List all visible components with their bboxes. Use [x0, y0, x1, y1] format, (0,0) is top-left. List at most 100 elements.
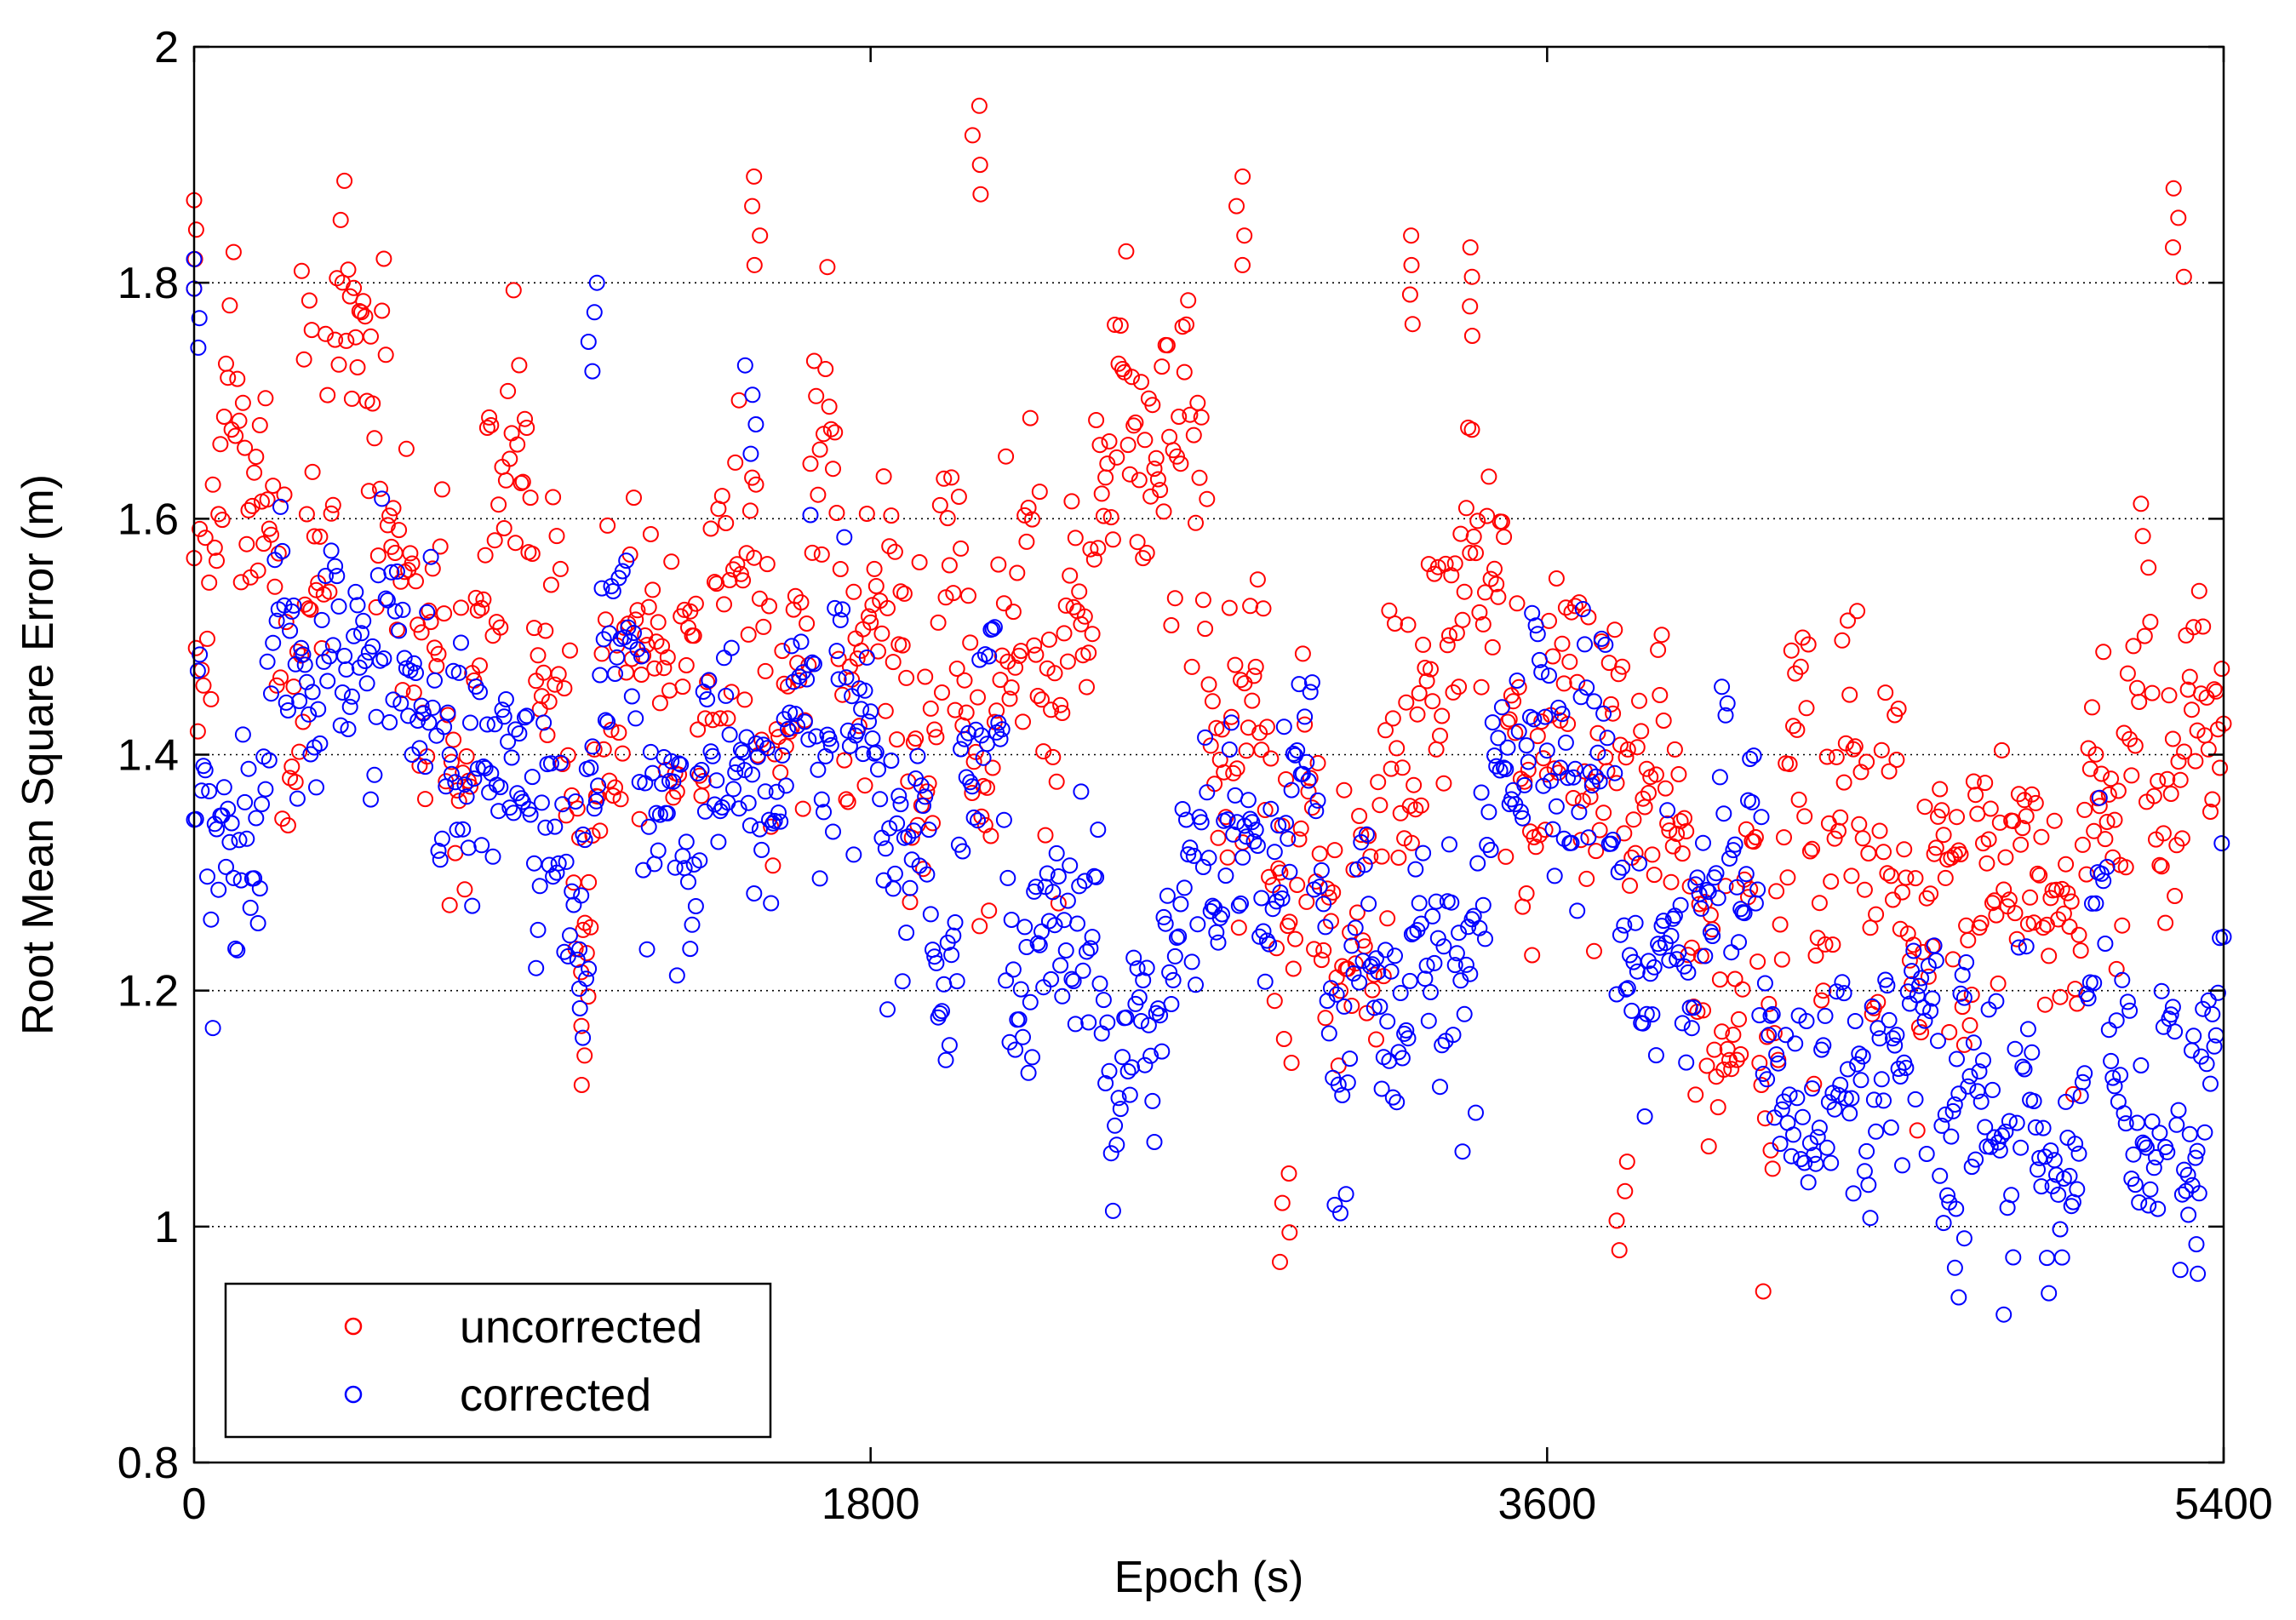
- point-uncorrected: [640, 598, 657, 615]
- point-uncorrected: [892, 583, 909, 600]
- point-corrected: [204, 1020, 221, 1037]
- point-uncorrected: [1631, 692, 1647, 709]
- point-uncorrected: [212, 436, 229, 453]
- point-corrected: [576, 832, 593, 849]
- point-corrected: [2103, 1052, 2120, 1069]
- point-uncorrected: [1306, 941, 1323, 958]
- point-uncorrected: [1056, 625, 1073, 642]
- point-uncorrected: [2176, 743, 2193, 760]
- point-uncorrected: [1037, 827, 1054, 844]
- point-uncorrected: [1625, 811, 1642, 828]
- point-corrected: [1646, 959, 1663, 976]
- point-uncorrected: [610, 724, 627, 741]
- point-corrected: [1708, 865, 1725, 882]
- extreme-point-uncorrected: [971, 157, 988, 174]
- point-uncorrected: [368, 598, 385, 615]
- point-uncorrected: [1482, 570, 1499, 587]
- point-uncorrected: [1085, 551, 1102, 568]
- point-uncorrected: [1537, 821, 1554, 839]
- point-uncorrected: [1963, 987, 1980, 1003]
- point-uncorrected: [793, 594, 810, 611]
- point-corrected: [531, 878, 548, 895]
- point-corrected: [889, 815, 906, 832]
- point-uncorrected: [965, 753, 982, 770]
- point-uncorrected: [201, 574, 218, 591]
- point-corrected: [1591, 773, 1608, 790]
- point-corrected: [1486, 747, 1503, 764]
- point-corrected: [2086, 975, 2103, 992]
- point-corrected: [2080, 990, 2097, 1007]
- point-uncorrected: [1796, 808, 1813, 825]
- point-corrected: [310, 701, 327, 718]
- point-uncorrected: [221, 297, 238, 314]
- point-uncorrected: [1785, 718, 1801, 735]
- point-uncorrected: [231, 412, 248, 429]
- point-corrected: [1366, 999, 1383, 1016]
- point-uncorrected: [441, 896, 458, 913]
- point-uncorrected: [1417, 660, 1434, 676]
- point-uncorrected: [1129, 534, 1146, 551]
- point-corrected: [1342, 1050, 1359, 1068]
- point-corrected: [1462, 965, 1479, 982]
- point-corrected: [1916, 1012, 1933, 1029]
- point-uncorrected: [424, 560, 441, 577]
- point-uncorrected: [1800, 636, 1817, 653]
- point-corrected: [2144, 1113, 2161, 1130]
- point-uncorrected: [364, 395, 381, 412]
- point-corrected: [466, 770, 483, 787]
- point-uncorrected: [1468, 545, 1484, 562]
- point-uncorrected: [1759, 1028, 1776, 1045]
- point-uncorrected: [1121, 466, 1138, 483]
- point-corrected: [257, 781, 274, 798]
- extreme-point-corrected: [744, 386, 761, 404]
- point-corrected: [1858, 1142, 1875, 1159]
- point-uncorrected: [1807, 947, 1824, 964]
- point-corrected: [1965, 1034, 1982, 1051]
- point-uncorrected: [1714, 1023, 1731, 1040]
- point-uncorrected: [1420, 556, 1437, 573]
- point-corrected: [432, 851, 449, 868]
- point-uncorrected: [1166, 590, 1183, 607]
- point-corrected: [550, 855, 567, 872]
- point-uncorrected: [690, 721, 707, 738]
- point-uncorrected: [1586, 942, 1602, 959]
- point-corrected: [2044, 1177, 2061, 1194]
- point-uncorrected: [1792, 658, 1809, 675]
- point-uncorrected: [988, 702, 1005, 719]
- point-corrected: [251, 880, 268, 897]
- point-corrected: [296, 656, 313, 673]
- point-uncorrected: [981, 902, 998, 919]
- point-uncorrected: [1245, 667, 1263, 684]
- point-uncorrected: [1907, 870, 1924, 887]
- point-corrected: [597, 712, 614, 729]
- point-corrected: [934, 1003, 950, 1020]
- point-corrected: [1612, 926, 1629, 943]
- point-uncorrected: [1689, 1004, 1706, 1020]
- point-corrected: [517, 709, 533, 726]
- point-corrected: [913, 777, 930, 794]
- point-uncorrected: [1454, 611, 1471, 628]
- point-corrected: [548, 864, 565, 881]
- point-corrected: [1647, 1047, 1664, 1064]
- point-uncorrected: [1343, 998, 1360, 1014]
- point-corrected: [1446, 957, 1463, 974]
- point-corrected: [2061, 1167, 2078, 1184]
- point-corrected: [1955, 989, 1972, 1006]
- point-corrected: [1082, 940, 1099, 957]
- point-corrected: [1050, 868, 1067, 884]
- point-uncorrected: [1289, 877, 1306, 893]
- point-uncorrected: [1854, 830, 1871, 847]
- point-uncorrected: [1029, 688, 1046, 704]
- point-uncorrected: [522, 489, 539, 507]
- point-corrected: [1479, 837, 1496, 853]
- point-uncorrected: [1674, 845, 1691, 862]
- point-uncorrected: [1497, 848, 1514, 865]
- point-corrected: [1490, 730, 1507, 747]
- point-uncorrected: [1266, 993, 1283, 1010]
- point-corrected: [1787, 1035, 1804, 1052]
- point-uncorrected: [1700, 1138, 1717, 1155]
- point-uncorrected: [1479, 507, 1496, 524]
- point-uncorrected: [1197, 621, 1214, 638]
- point-corrected: [1888, 1027, 1905, 1044]
- point-uncorrected: [1046, 665, 1063, 682]
